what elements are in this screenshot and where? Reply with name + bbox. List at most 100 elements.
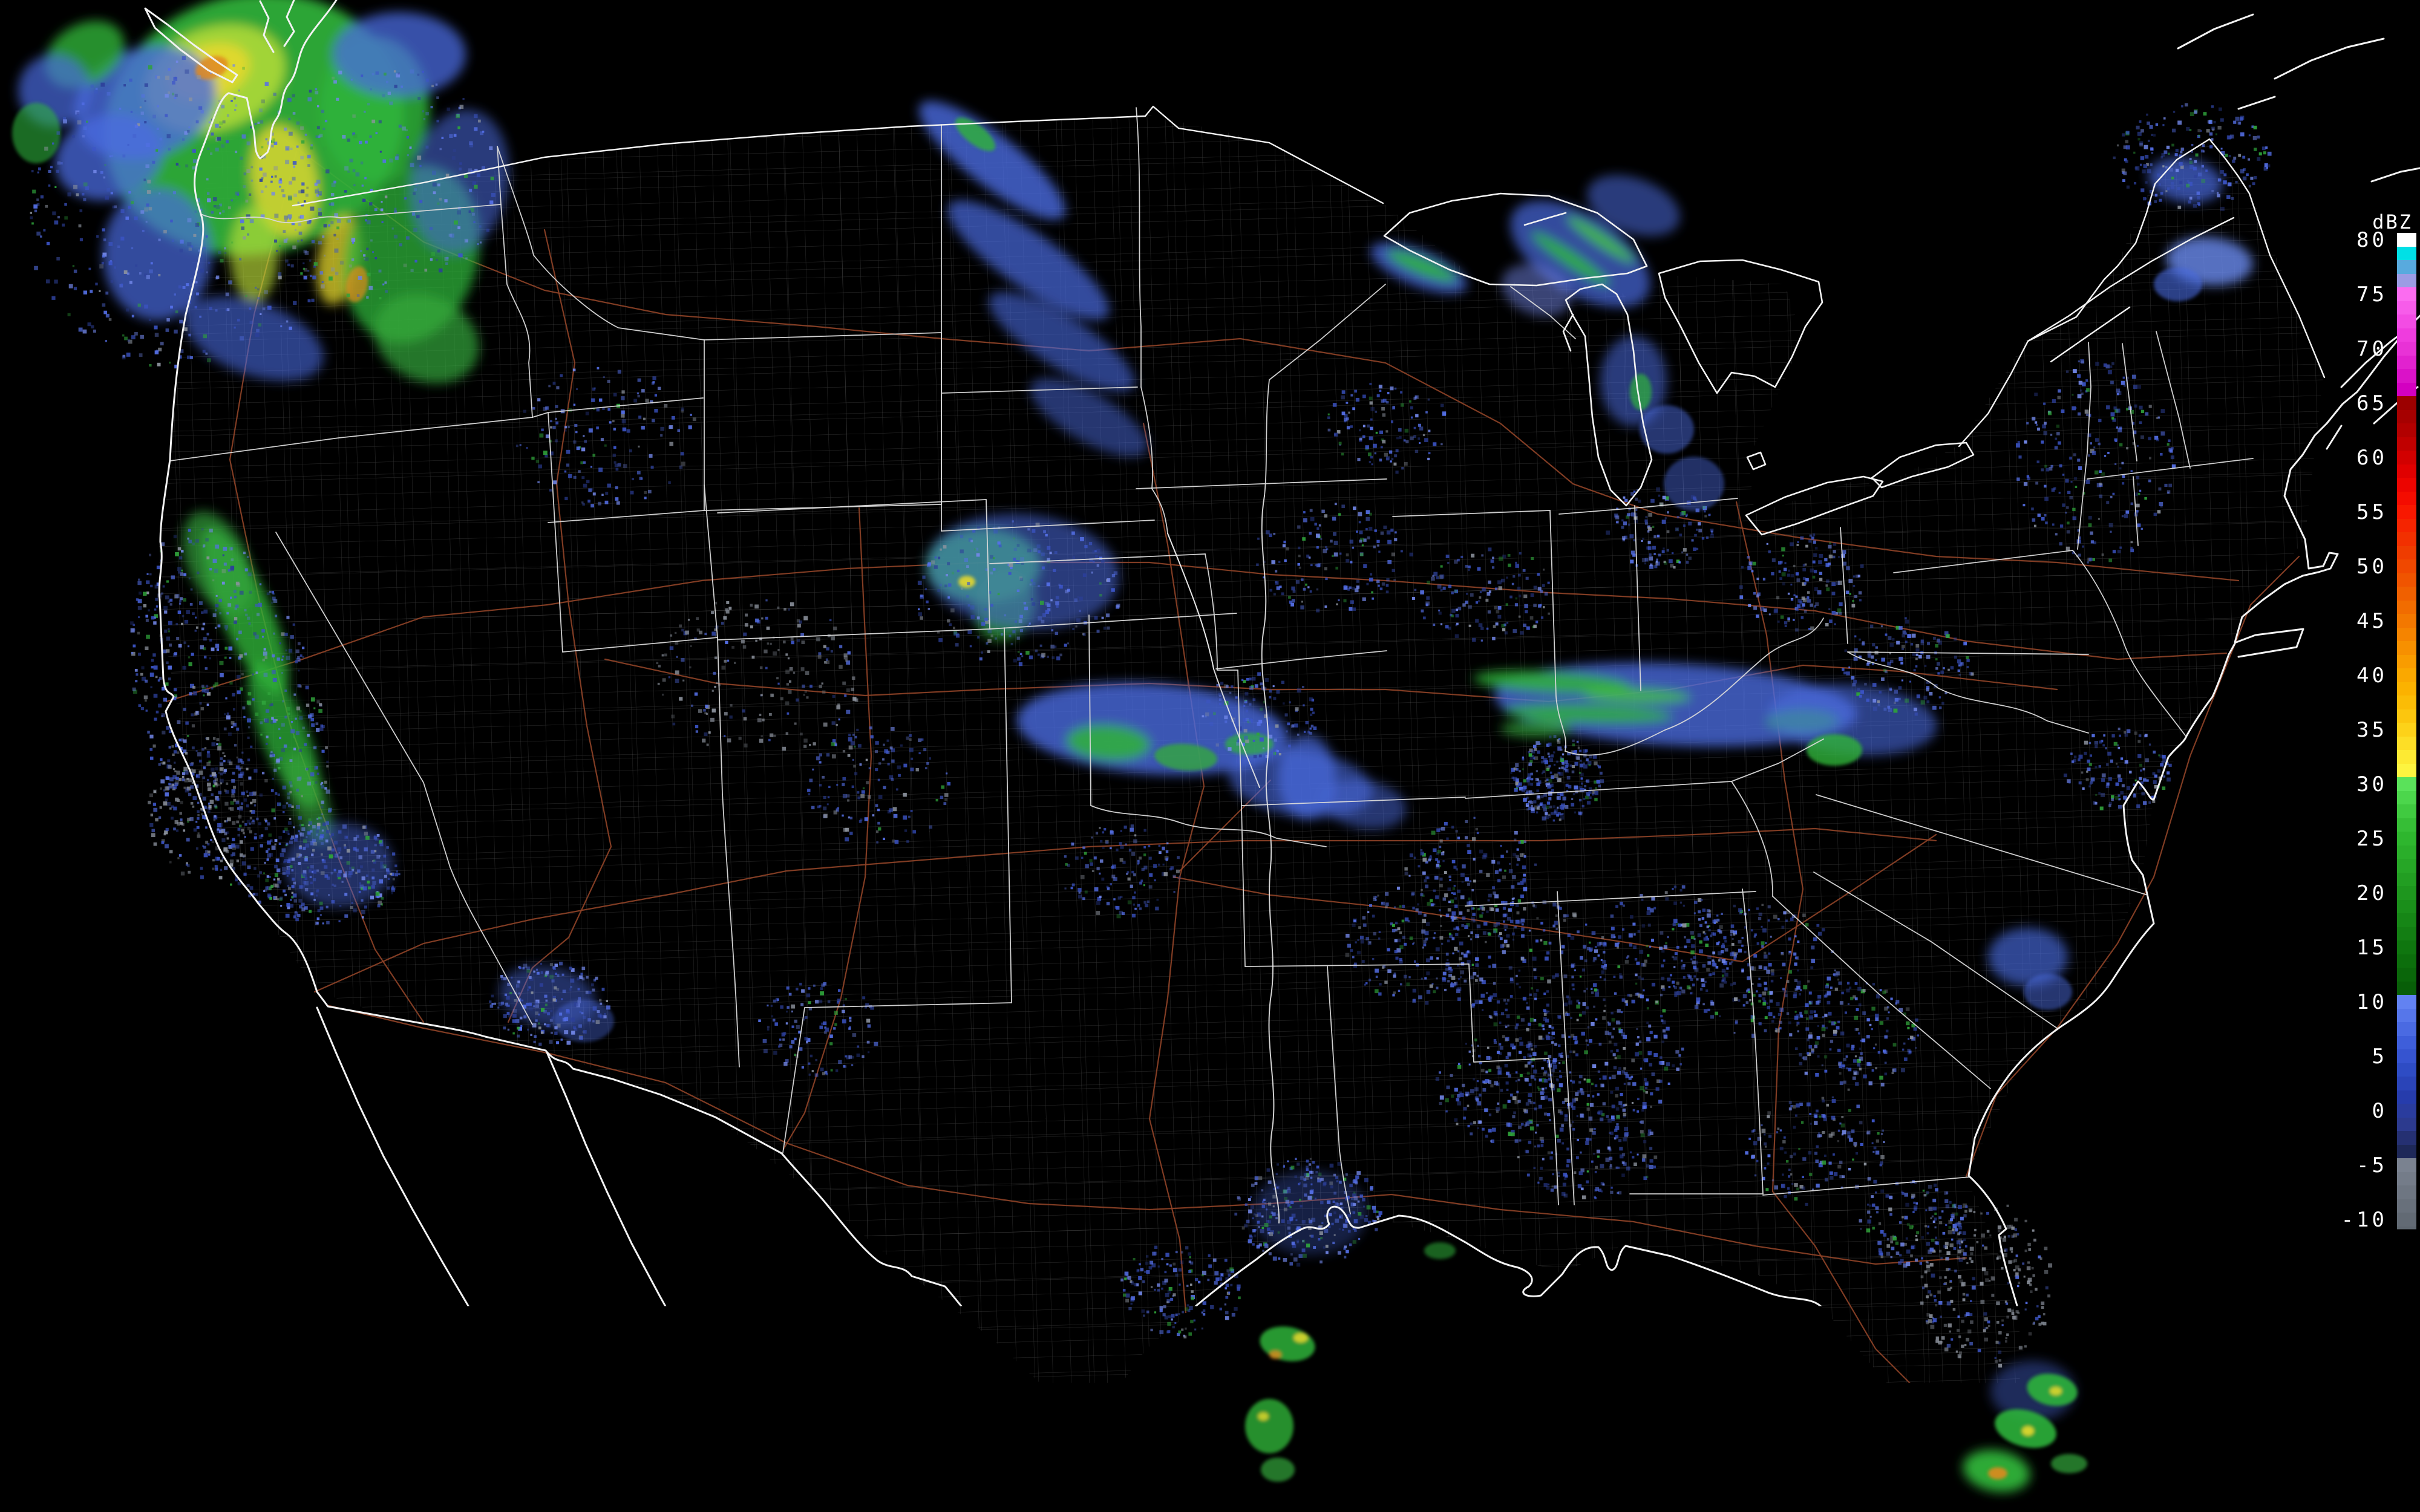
radar-echo-blob xyxy=(1988,1467,2007,1479)
radar-echo-blob xyxy=(1293,1333,1308,1343)
radar-viewer: { "caption": { "product": "NIU METEOROLO… xyxy=(0,0,2420,1512)
radar-echo-blob xyxy=(2022,1426,2034,1436)
radar-echo-blob xyxy=(230,206,278,302)
colorbar-cell xyxy=(2397,655,2416,669)
radar-echo-blob xyxy=(2024,974,2072,1010)
radar-echo-blob xyxy=(1261,1458,1295,1482)
colorbar-cell xyxy=(2397,641,2416,655)
colorbar-cell xyxy=(2397,614,2416,628)
radar-echo-blob xyxy=(2154,267,2202,301)
colorbar-cell xyxy=(2397,546,2416,560)
colorbar-cell xyxy=(2397,791,2416,805)
colorbar-cell xyxy=(2397,1009,2416,1023)
colorbar-cell xyxy=(2397,709,2416,723)
colorbar-cell xyxy=(2397,423,2416,437)
colorbar-cell xyxy=(2397,1036,2416,1050)
colorbar-cell xyxy=(2397,900,2416,914)
colorbar-cell xyxy=(2397,1199,2416,1213)
colorbar-cell xyxy=(2397,519,2416,533)
colorbar-title: dBZ xyxy=(2372,210,2413,233)
colorbar-cell xyxy=(2397,1213,2416,1227)
colorbar-cell xyxy=(2397,832,2416,846)
colorbar-cell xyxy=(2397,356,2416,370)
colorbar-cell xyxy=(2397,737,2416,751)
colorbar-cell xyxy=(2397,383,2416,397)
colorbar-cell xyxy=(2397,587,2416,601)
colorbar-cell xyxy=(2397,995,2416,1009)
colorbar-cell xyxy=(2397,1349,2416,1363)
colorbar-cell xyxy=(2397,301,2416,315)
colorbar-cell xyxy=(2397,1049,2416,1063)
colorbar-cell xyxy=(2397,846,2416,859)
university-tagline: Your Future. Our Focus. xyxy=(79,1477,469,1497)
radar-echo-blob xyxy=(1245,1399,1293,1453)
colorbar-cell xyxy=(2397,410,2416,424)
colorbar-cell xyxy=(2397,1227,2416,1240)
colorbar-cell xyxy=(2397,818,2416,832)
radar-echo-blob xyxy=(1807,734,1862,766)
colorbar-cell xyxy=(2397,1281,2416,1295)
colorbar-cell xyxy=(2397,1104,2416,1118)
colorbar-cell xyxy=(2397,532,2416,546)
colorbar-cell xyxy=(2397,1022,2416,1036)
niu-shield-logo: NIU xyxy=(10,1432,65,1512)
colorbar-cell xyxy=(2397,750,2416,764)
colorbar-cell xyxy=(2397,940,2416,954)
colorbar-cell xyxy=(2397,668,2416,682)
colorbar-cell xyxy=(2397,859,2416,873)
colorbar-cell xyxy=(2397,1077,2416,1090)
colorbar-cell xyxy=(2397,1185,2416,1199)
colorbar-cell xyxy=(2397,777,2416,791)
colorbar-cell xyxy=(2397,559,2416,573)
colorbar-cell xyxy=(2397,328,2416,342)
colorbar-cell xyxy=(2397,478,2416,492)
radar-echo-blob xyxy=(1278,735,1336,820)
colorbar-cell xyxy=(2397,1267,2416,1281)
radar-echo-blob xyxy=(1269,1351,1281,1359)
colorbar-cell xyxy=(2397,682,2416,696)
niu-branding: NIU Northern Illinois University Your Fu… xyxy=(10,1432,469,1512)
colorbar-cell xyxy=(2397,804,2416,818)
colorbar-cell xyxy=(2397,573,2416,587)
radar-echo-blob xyxy=(1225,733,1274,755)
colorbar-cell xyxy=(2397,1254,2416,1268)
colorbar-cell xyxy=(2397,886,2416,900)
colorbar-cell xyxy=(2397,1172,2416,1186)
radar-echo-blob xyxy=(1424,1242,1456,1259)
colorbar-cell xyxy=(2397,505,2416,519)
colorbar-cell xyxy=(2397,314,2416,328)
reflectivity-colorbar xyxy=(2397,233,2416,1430)
colorbar-cell xyxy=(2397,873,2416,887)
radar-echo-blob xyxy=(333,12,466,97)
radar-echo-blob xyxy=(2051,1454,2087,1473)
radar-basemap xyxy=(0,0,2420,1512)
caption-datetime: 01-30-2026 03:20 UTC xyxy=(1338,1481,1681,1507)
colorbar-cell xyxy=(2397,1131,2416,1145)
colorbar-cell xyxy=(2397,913,2416,927)
colorbar-cell xyxy=(2397,968,2416,982)
colorbar-cell xyxy=(2397,369,2416,383)
colorbar-cell xyxy=(2397,247,2416,261)
colorbar-cell xyxy=(2397,1363,2416,1377)
colorbar-cell xyxy=(2397,492,2416,506)
colorbar-cell xyxy=(2397,601,2416,614)
colorbar-cell xyxy=(2397,954,2416,968)
colorbar-cell xyxy=(2397,437,2416,451)
colorbar-cell xyxy=(2397,1294,2416,1308)
colorbar-cell xyxy=(2397,233,2416,247)
colorbar-cell xyxy=(2397,287,2416,301)
caption-product: NIU METEOROLOGY NEXRAD 1KM MOSAIC xyxy=(739,1481,1304,1507)
colorbar-cell xyxy=(2397,982,2416,996)
colorbar-cell xyxy=(2397,1417,2416,1431)
colorbar-cell xyxy=(2397,274,2416,288)
colorbar-cell xyxy=(2397,1145,2416,1159)
colorbar-cell xyxy=(2397,1376,2416,1390)
colorbar-cell xyxy=(2397,628,2416,642)
colorbar-cell xyxy=(2397,1063,2416,1077)
colorbar-cell xyxy=(2397,1158,2416,1172)
radar-echo-blob xyxy=(1640,405,1694,454)
colorbar-cell xyxy=(2397,1240,2416,1254)
colorbar-cell xyxy=(2397,764,2416,778)
colorbar-cell xyxy=(2397,342,2416,356)
radar-echo-blob xyxy=(1500,720,1573,737)
